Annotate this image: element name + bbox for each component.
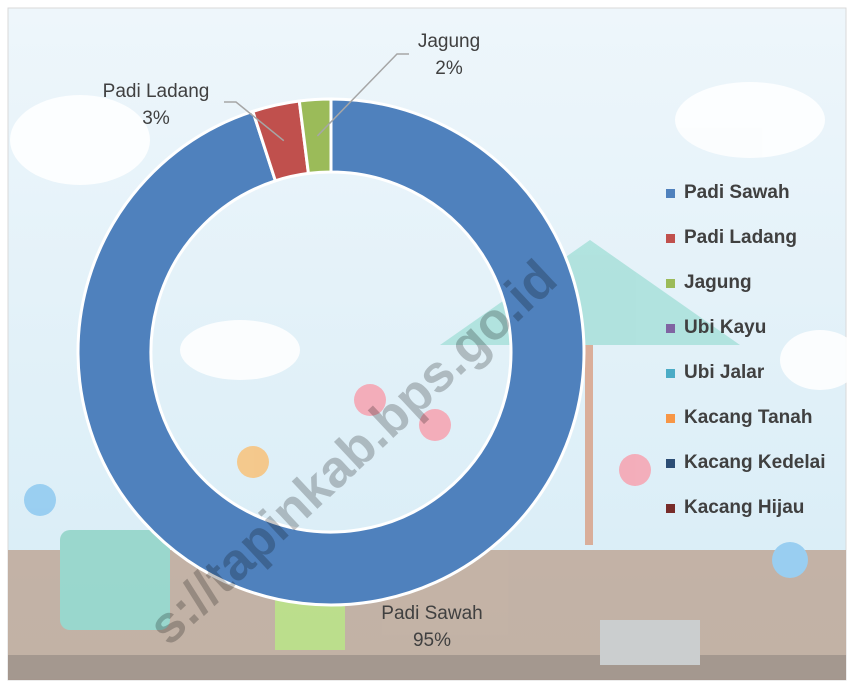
legend-label: Padi Ladang: [684, 227, 797, 248]
legend-label: Padi Sawah: [684, 182, 790, 203]
chart: Padi Sawah 95% Padi Ladang 3% Jagung 2% Padi S…: [0, 0, 854, 688]
data-label-category: Padi Ladang: [103, 81, 210, 102]
data-label: 3%: [142, 108, 170, 129]
data-label: 95%: [413, 630, 451, 651]
legend-label: Ubi Jalar: [684, 362, 765, 383]
legend-swatch: [666, 324, 675, 333]
data-label-category: Jagung: [418, 31, 480, 52]
legend-label: Kacang Kedelai: [684, 452, 826, 473]
legend-label: Kacang Tanah: [684, 407, 812, 428]
legend-swatch: [666, 234, 675, 243]
legend-swatch: [666, 369, 675, 378]
legend-label: Kacang Hijau: [684, 497, 804, 518]
data-label: 2%: [435, 58, 463, 79]
legend-swatch: [666, 459, 675, 468]
legend-swatch: [666, 504, 675, 513]
legend-swatch: [666, 279, 675, 288]
page: {"chart_data": {"type": "donut", "catego…: [0, 0, 854, 688]
legend-swatch: [666, 414, 675, 423]
data-label-category: Padi Sawah: [381, 603, 482, 624]
legend-label: Jagung: [684, 272, 752, 293]
legend-label: Ubi Kayu: [684, 317, 766, 338]
legend-swatch: [666, 189, 675, 198]
